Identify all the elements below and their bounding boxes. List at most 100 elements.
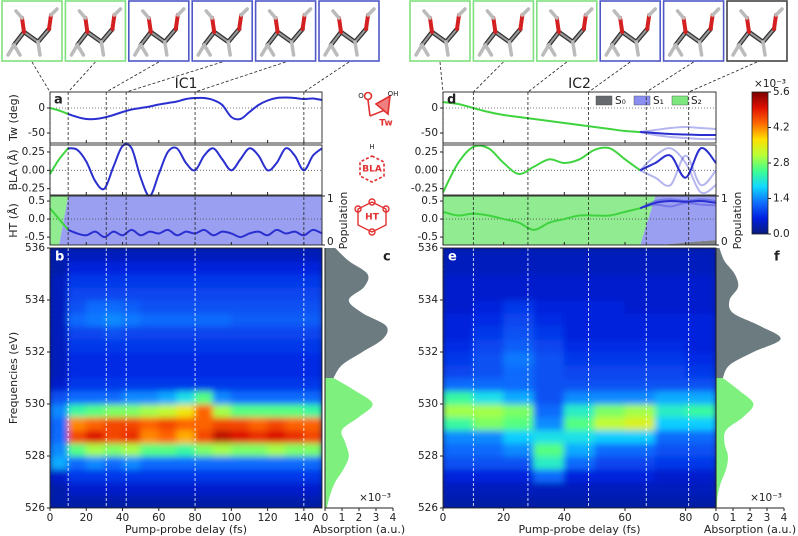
heatmap-cell xyxy=(654,494,687,508)
heatmap-cell xyxy=(122,416,142,431)
x-tick-label: 40 xyxy=(116,512,129,524)
x-axis-label: Absorption (a.u.) xyxy=(704,523,796,536)
heatmap-cell xyxy=(624,416,656,431)
heatmap-cell xyxy=(472,390,505,405)
heatmap-cell xyxy=(212,455,232,470)
heatmap-cell xyxy=(267,390,287,405)
heatmap-cell xyxy=(594,455,626,470)
heatmap-cell xyxy=(85,325,105,340)
heatmap-cell xyxy=(472,377,505,392)
heatmap-cell xyxy=(624,351,656,366)
heatmap-cell xyxy=(685,273,716,288)
molecule-hydrogen xyxy=(761,40,767,57)
y2-tick-label: 1 xyxy=(327,193,334,205)
heatmap-cell xyxy=(140,364,160,379)
molecule-hydrogen xyxy=(202,43,212,57)
bla-icon xyxy=(359,155,385,183)
heatmap-cell xyxy=(194,390,214,405)
heatmap-cell xyxy=(248,403,269,418)
x-tick-label: 2 xyxy=(747,512,754,524)
heatmap-cell xyxy=(122,299,142,314)
heatmap-cell xyxy=(140,273,160,288)
heatmap-cell xyxy=(303,429,322,444)
heatmap-cell xyxy=(563,390,596,405)
heatmap-cell xyxy=(67,416,87,431)
heatmap-cell xyxy=(443,312,474,327)
heatmap-cell xyxy=(140,260,160,275)
x-tick-label: 40 xyxy=(558,512,571,524)
heatmap-cell xyxy=(67,286,87,301)
molecule xyxy=(414,7,467,57)
snapshot-connector xyxy=(106,61,159,93)
heatmap-cell xyxy=(194,325,214,340)
x-tick-label: 1 xyxy=(730,512,737,524)
heatmap-cell xyxy=(248,299,269,314)
heatmap-cell xyxy=(67,468,87,483)
heatmap-cell xyxy=(194,429,214,444)
heatmap-cell xyxy=(285,312,305,327)
heatmap-cell xyxy=(85,468,105,483)
molecule xyxy=(133,7,186,57)
data-line xyxy=(639,201,717,210)
heatmap-cell xyxy=(285,325,305,340)
heatmap-cell xyxy=(212,299,232,314)
heatmap-cell xyxy=(140,403,160,418)
heatmap-cell xyxy=(267,429,287,444)
data-line xyxy=(49,207,69,231)
heatmap-cell xyxy=(85,390,105,405)
heatmap-cell xyxy=(303,364,322,379)
heatmap-cell xyxy=(158,403,178,418)
heatmap-cell xyxy=(285,286,305,301)
y-tick-label: -0.25 xyxy=(411,183,438,195)
molecule-oxygen xyxy=(47,13,53,31)
heatmap-cell xyxy=(267,468,287,483)
heatmap-cell xyxy=(472,312,505,327)
heatmap-cell xyxy=(230,286,250,301)
heatmap-cell xyxy=(194,455,214,470)
molecule xyxy=(259,7,313,57)
heatmap-cell xyxy=(267,248,287,262)
molecule-oxygen xyxy=(300,13,307,31)
molecule-hydrogen xyxy=(302,7,313,17)
heatmap-cell xyxy=(230,429,250,444)
population-area xyxy=(443,196,716,245)
heatmap-cell xyxy=(594,260,626,275)
heatmap-cell xyxy=(503,299,535,314)
heatmap-cell xyxy=(624,299,656,314)
heatmap-cell xyxy=(303,312,322,327)
heatmap-cell xyxy=(103,390,124,405)
heatmap-cell xyxy=(285,390,305,405)
heatmap-cell xyxy=(85,442,105,457)
plot-background xyxy=(443,145,716,195)
heatmap-cell xyxy=(594,312,626,327)
heatmap-cell xyxy=(267,299,287,314)
y-tick-label: 0.5 xyxy=(421,195,438,207)
heatmap-cell xyxy=(443,325,474,340)
atom-label: H xyxy=(369,143,374,151)
heatmap-cell xyxy=(472,325,505,340)
heatmap-cell xyxy=(563,481,596,496)
x-tick-label: 80 xyxy=(188,512,201,524)
heatmap-cell xyxy=(176,481,196,496)
heatmap-cell xyxy=(563,442,596,457)
y2-tick-label: 0 xyxy=(721,236,728,248)
heatmap-cell xyxy=(122,273,142,288)
heatmap-cell xyxy=(140,312,160,327)
heatmap-cell xyxy=(248,248,269,262)
molecule-hydrogen xyxy=(36,40,42,57)
molecule-hydrogen xyxy=(289,40,296,57)
heatmap-cell xyxy=(533,286,565,301)
heatmap-cell xyxy=(594,351,626,366)
heatmap-cell xyxy=(285,429,305,444)
snapshot-connector xyxy=(194,61,286,93)
snapshot-connector xyxy=(473,61,504,93)
heatmap-cell xyxy=(654,429,687,444)
heatmap-cell xyxy=(285,377,305,392)
heatmap-cell xyxy=(212,351,232,366)
legend-swatch xyxy=(671,95,689,106)
heatmap-cell xyxy=(472,494,505,508)
heatmap-cell xyxy=(594,403,626,418)
heatmap-cell xyxy=(685,442,716,457)
molecule-oxygen xyxy=(364,13,370,31)
y-tick-label: 530 xyxy=(418,398,438,410)
